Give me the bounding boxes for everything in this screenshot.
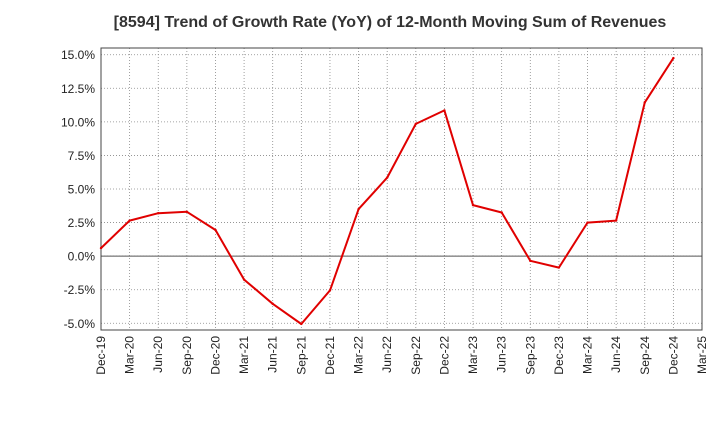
x-tick-label: Mar-20 [123, 336, 137, 374]
data-point [128, 219, 131, 222]
data-point [614, 219, 618, 222]
x-tick-label: Dec-23 [552, 336, 566, 375]
x-tick-label: Mar-22 [352, 336, 366, 374]
data-point [157, 211, 160, 215]
x-tick-label: Dec-22 [437, 336, 451, 375]
data-point [586, 221, 589, 224]
x-tick-label: Dec-20 [208, 336, 222, 375]
plot-frame [100, 47, 703, 331]
data-point [328, 289, 332, 292]
x-tick-label: Jun-21 [266, 336, 280, 373]
x-tick-label: Sep-21 [294, 336, 308, 375]
x-tick-label: Dec-21 [323, 336, 337, 375]
x-tick-label: Sep-23 [523, 336, 537, 375]
y-tick-label: -2.5% [64, 283, 96, 297]
data-point [443, 109, 446, 112]
y-tick-label: 7.5% [68, 149, 96, 163]
data-point [242, 278, 246, 281]
x-tick-label: Jun-23 [495, 336, 509, 373]
data-point [672, 56, 675, 60]
data-point [529, 259, 532, 263]
data-point [214, 228, 217, 232]
x-tick-label: Jun-24 [609, 336, 623, 373]
chart-title: [8594] Trend of Growth Rate (YoY) of 12-… [113, 14, 667, 31]
x-tick-label: Mar-23 [466, 336, 480, 374]
data-point [357, 207, 360, 211]
data-point [414, 122, 418, 126]
x-tick-label: Sep-20 [180, 336, 194, 375]
x-tick-label: Sep-22 [409, 336, 423, 375]
y-tick-label: 5.0% [68, 183, 96, 197]
x-tick-label: Sep-24 [638, 336, 652, 375]
x-tick-label: Jun-20 [151, 336, 165, 373]
data-point [99, 246, 103, 250]
y-tick-label: 15.0% [61, 48, 95, 62]
data-point [271, 302, 274, 306]
x-tick-label: Jun-22 [380, 336, 394, 373]
data-point [385, 176, 389, 179]
x-tick-label: Mar-25 [695, 336, 709, 374]
data-point [300, 322, 303, 326]
y-tick-label: 12.5% [61, 82, 95, 96]
data-point [643, 101, 646, 104]
data-point [471, 203, 475, 207]
x-tick-label: Dec-19 [94, 336, 108, 375]
y-tick-label: -5.0% [64, 317, 96, 331]
data-point [185, 210, 189, 214]
x-tick-label: Mar-24 [581, 336, 595, 374]
data-point [557, 266, 561, 269]
x-tick-label: Dec-24 [666, 336, 680, 375]
y-tick-label: 0.0% [68, 250, 96, 264]
y-tick-label: 10.0% [61, 115, 95, 129]
x-tick-label: Mar-21 [237, 336, 251, 374]
data-point [500, 211, 503, 214]
y-tick-label: 2.5% [68, 216, 96, 230]
